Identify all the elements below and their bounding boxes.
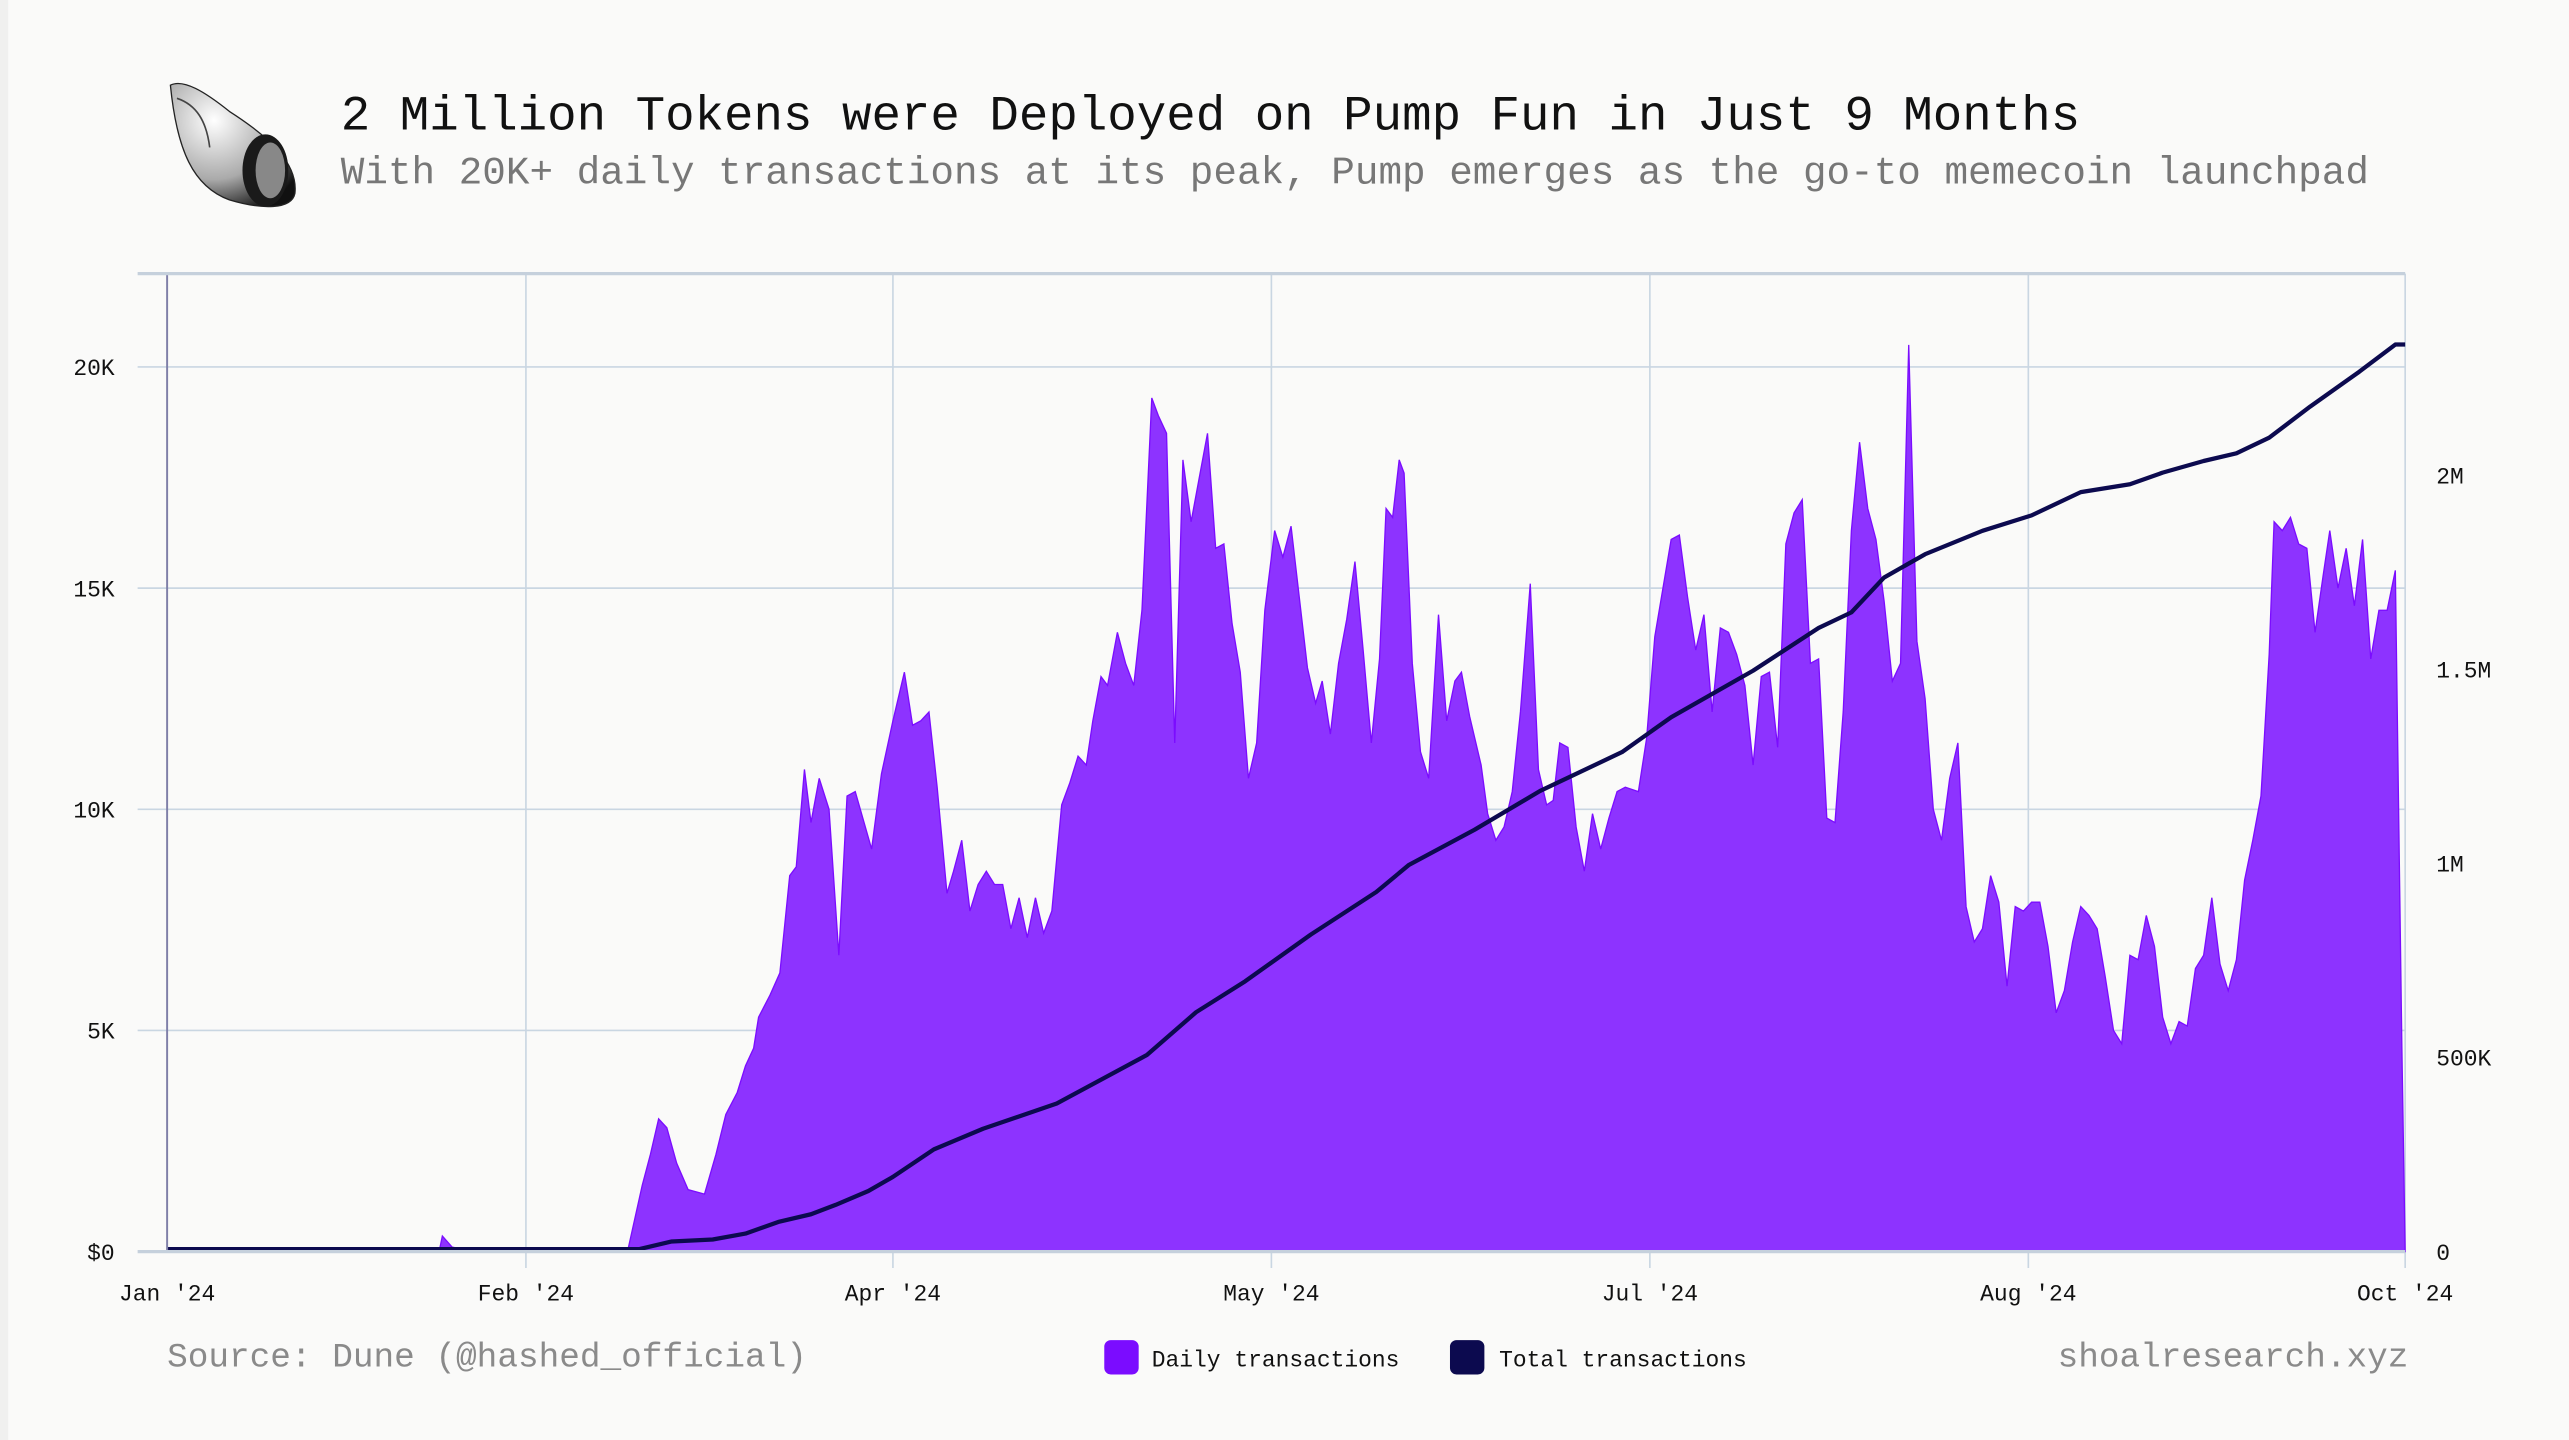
seashell-icon	[169, 82, 296, 208]
x-tick-label: Apr '24	[845, 1282, 941, 1308]
x-tick-label: Jul '24	[1602, 1282, 1698, 1308]
y-left-tick-label: 15K	[73, 577, 115, 603]
brand-url: shoalresearch.xyz	[2058, 1338, 2409, 1377]
x-tick-label: Feb '24	[478, 1282, 574, 1308]
y-right-tick-label: 2M	[2436, 464, 2464, 490]
y-right-tick-label: 0	[2436, 1241, 2450, 1267]
total-transactions-line	[167, 342, 2406, 1252]
legend-label-daily: Daily transactions	[1152, 1347, 1400, 1373]
source-note: Source: Dune (@hashed_official)	[167, 1338, 807, 1377]
chart-title: 2 Million Tokens were Deployed on Pump F…	[341, 88, 2080, 144]
y-left-tick-label: 10K	[73, 798, 115, 824]
y-right-tick-label: 500K	[2436, 1047, 2491, 1073]
x-tick-label: May '24	[1223, 1282, 1319, 1308]
legend-swatch-total	[1449, 1340, 1485, 1375]
y-left-tick-label: 5K	[87, 1020, 115, 1046]
legend: Daily transactions Total transactions	[1104, 1340, 1747, 1375]
legend-label-total: Total transactions	[1499, 1347, 1747, 1373]
y-left-tick-label: 20K	[73, 356, 115, 382]
y-right-tick-label: 1.5M	[2436, 658, 2491, 684]
y-left-tick-label: $0	[87, 1241, 115, 1267]
chart-subtitle: With 20K+ daily transactions at its peak…	[341, 150, 2369, 195]
axis-ticks: $0 5K 10K 15K 20K 0 500K 1M 1.5M 2M Jan '24 Feb '24…	[73, 356, 2491, 1308]
daily-transactions-area	[167, 344, 2406, 1253]
x-tick-label: Jan '24	[119, 1282, 215, 1308]
x-tick-label: Oct '24	[2357, 1282, 2453, 1308]
legend-swatch-daily	[1104, 1340, 1139, 1375]
x-tick-label: Aug '24	[1980, 1282, 2076, 1308]
y-right-tick-label: 1M	[2436, 853, 2464, 879]
left-edge	[0, 0, 9, 1440]
